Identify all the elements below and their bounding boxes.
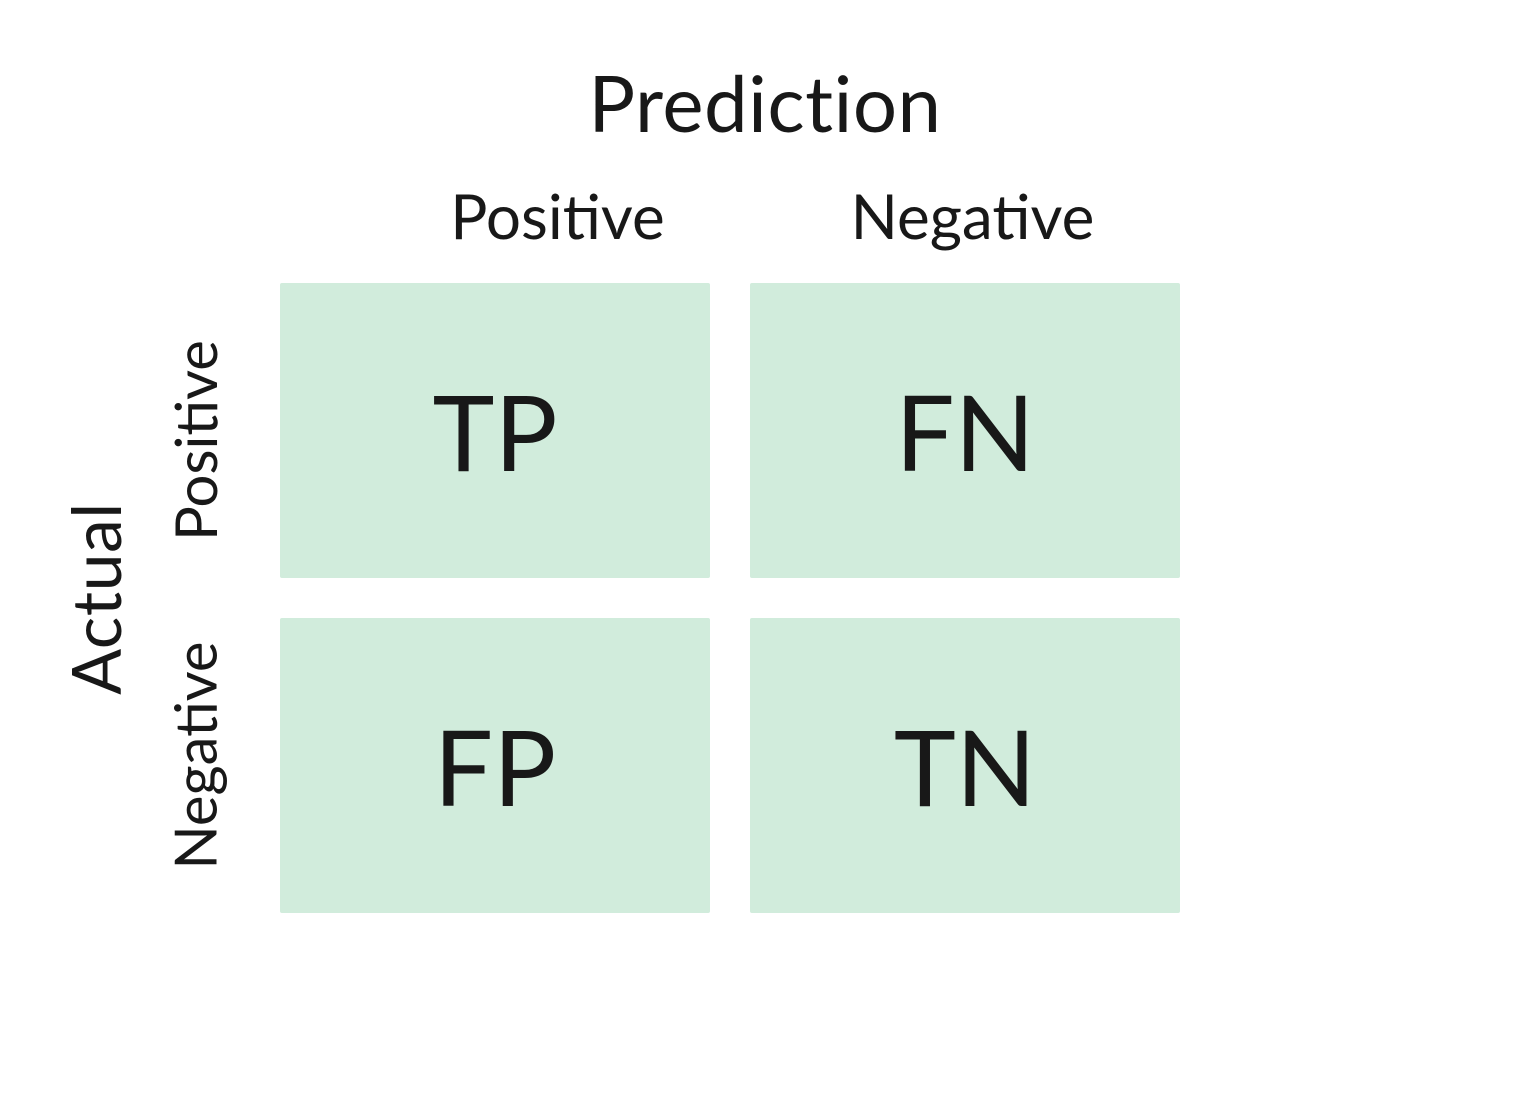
row-label-negative: Negative	[161, 641, 230, 869]
row-label-wrapper-negative: Negative	[140, 598, 250, 913]
row-label-wrapper-positive: Positive	[140, 283, 250, 598]
actual-axis-title: Actual	[55, 502, 136, 695]
matrix-grid: TP FN FP TN	[280, 283, 1180, 913]
cell-tp: TP	[280, 283, 710, 578]
row-label-positive: Positive	[161, 340, 230, 541]
cell-tn: TN	[750, 618, 1180, 913]
cell-fn: FN	[750, 283, 1180, 578]
cell-fp: FP	[280, 618, 710, 913]
confusion-matrix-container: Prediction Positive Negative Actual Posi…	[50, 55, 1180, 913]
column-header-negative: Negative	[765, 179, 1180, 253]
actual-axis-title-wrapper: Actual	[50, 283, 140, 913]
column-headers: Positive Negative	[350, 179, 1180, 253]
matrix-row-positive: TP FN	[280, 283, 1180, 578]
matrix-main-area: Actual Positive Negative TP FN FP TN	[50, 283, 1180, 913]
matrix-row-negative: FP TN	[280, 618, 1180, 913]
row-labels-column: Positive Negative	[140, 283, 250, 913]
prediction-axis-title: Prediction	[350, 55, 1180, 149]
column-header-positive: Positive	[350, 179, 765, 253]
